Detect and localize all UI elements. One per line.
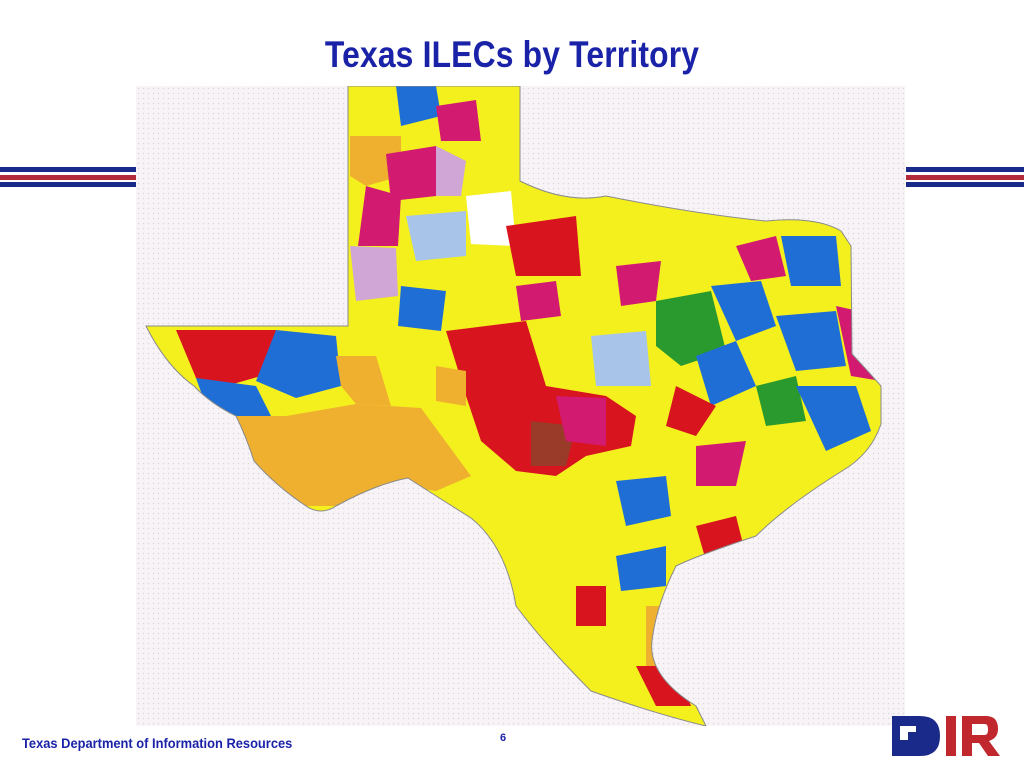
- territory-region: [666, 386, 716, 436]
- territory-region: [466, 191, 516, 246]
- territory-region: [591, 331, 651, 386]
- territory-region: [776, 311, 846, 371]
- territory-region: [386, 146, 436, 201]
- territory-region: [556, 396, 606, 446]
- territory-region: [436, 100, 481, 141]
- territory-region: [398, 286, 446, 331]
- territory-region: [656, 291, 726, 366]
- territory-region: [406, 211, 466, 261]
- territory-region: [176, 330, 276, 386]
- territory-region: [256, 330, 341, 398]
- texas-ilec-map: [136, 86, 905, 726]
- territory-region: [436, 146, 466, 196]
- territory-region: [516, 281, 561, 321]
- decorative-rule-right: [906, 167, 1024, 187]
- territory-region: [576, 586, 606, 626]
- territory-region: [646, 606, 681, 676]
- footer-organization: Texas Department of Information Resource…: [22, 735, 293, 751]
- territory-region: [616, 261, 661, 306]
- territory-region: [616, 476, 671, 526]
- dir-logo: [892, 716, 1000, 756]
- territory-region: [336, 356, 391, 406]
- territory-region: [696, 441, 746, 486]
- territory-region: [711, 281, 776, 341]
- territory-region: [696, 341, 756, 406]
- territory-region: [396, 86, 441, 126]
- territory-region: [350, 246, 398, 301]
- slide-title: Texas ILECs by Territory: [324, 34, 700, 75]
- territory-region: [358, 186, 401, 246]
- territory-region: [616, 546, 666, 591]
- territory-region: [436, 366, 466, 406]
- page-number: 6: [500, 732, 507, 744]
- territory-region: [756, 376, 806, 426]
- territory-region: [506, 216, 581, 276]
- territory-region: [796, 386, 871, 451]
- territory-region: [736, 236, 786, 281]
- texas-outline: [145, 86, 882, 726]
- territory-region: [781, 236, 841, 286]
- texas-map-svg: [145, 86, 882, 726]
- decorative-rule-left: [0, 167, 136, 187]
